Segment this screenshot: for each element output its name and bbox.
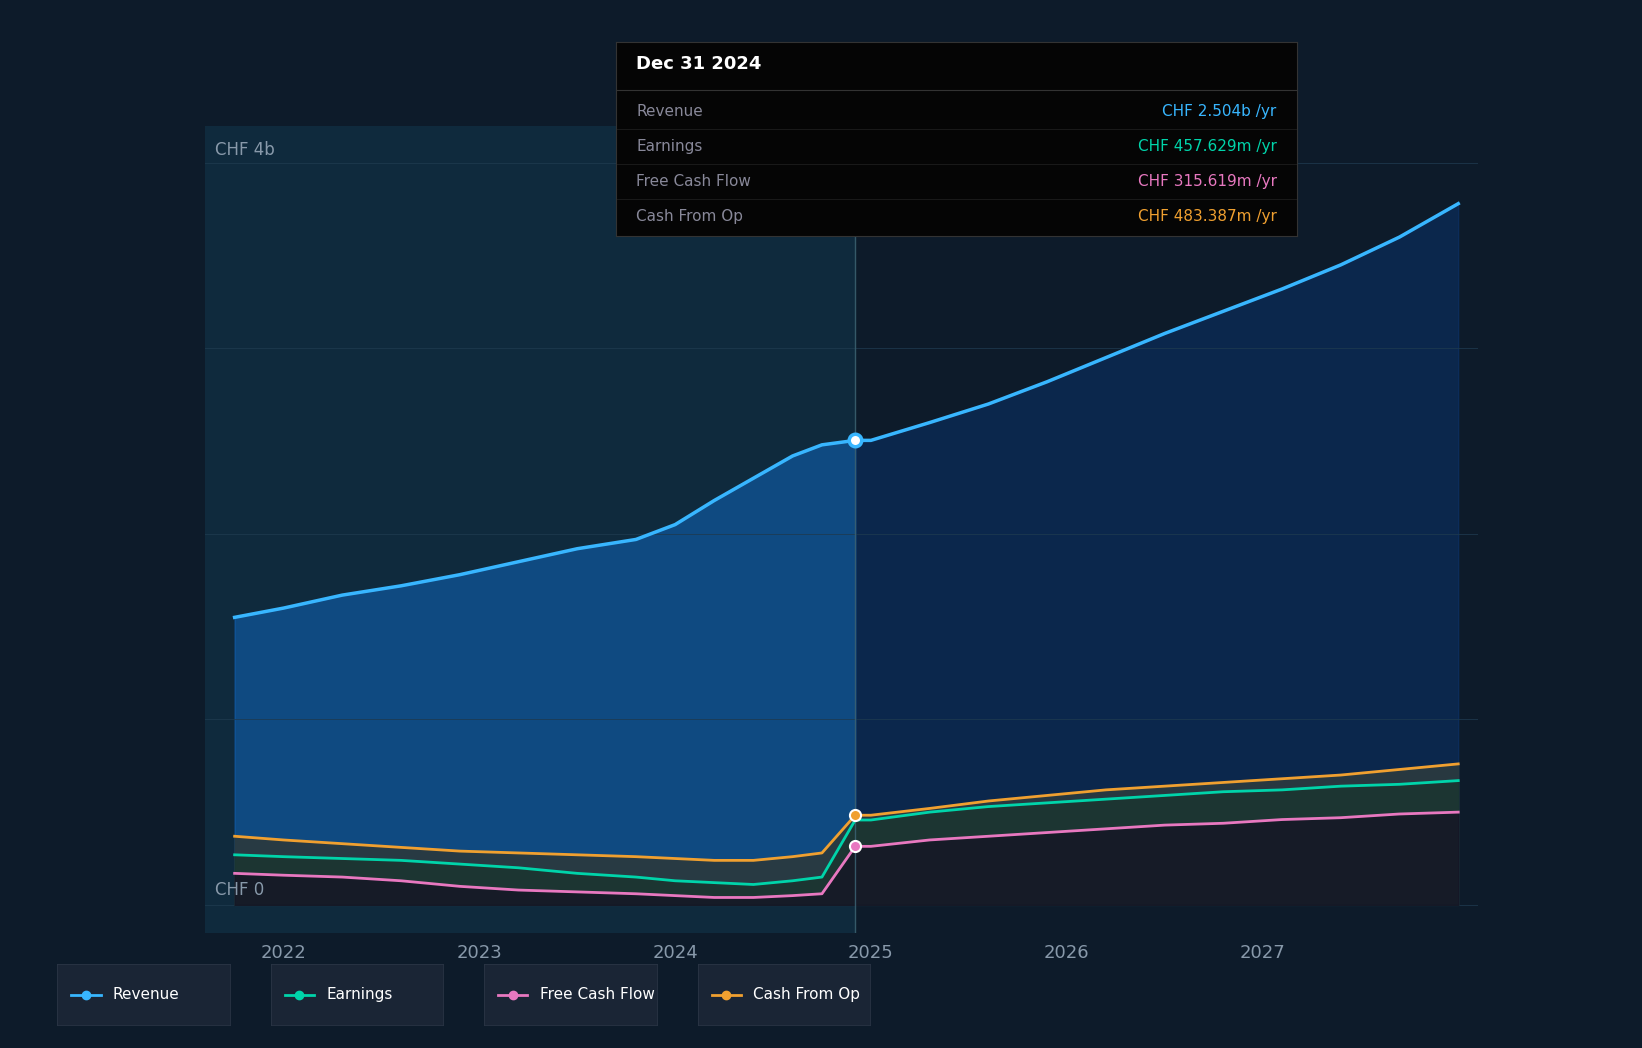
Text: CHF 457.629m /yr: CHF 457.629m /yr: [1138, 139, 1277, 154]
Text: CHF 315.619m /yr: CHF 315.619m /yr: [1138, 174, 1277, 189]
Text: Earnings: Earnings: [635, 139, 703, 154]
Text: Free Cash Flow: Free Cash Flow: [635, 174, 750, 189]
Text: Revenue: Revenue: [635, 104, 703, 119]
Bar: [855, 126, 1478, 933]
Text: Past: Past: [810, 181, 844, 199]
Text: Cash From Op: Cash From Op: [635, 209, 744, 223]
Text: CHF 2.504b /yr: CHF 2.504b /yr: [1163, 104, 1277, 119]
Text: Earnings: Earnings: [327, 987, 392, 1002]
Text: Cash From Op: Cash From Op: [754, 987, 860, 1002]
Bar: [205, 126, 855, 933]
Text: Free Cash Flow: Free Cash Flow: [540, 987, 655, 1002]
Text: CHF 0: CHF 0: [215, 881, 264, 899]
Text: Dec 31 2024: Dec 31 2024: [635, 56, 762, 73]
Text: Revenue: Revenue: [113, 987, 179, 1002]
Text: CHF 4b: CHF 4b: [215, 141, 274, 159]
Text: Analysts Forecasts: Analysts Forecasts: [875, 181, 1030, 199]
Text: CHF 483.387m /yr: CHF 483.387m /yr: [1138, 209, 1277, 223]
